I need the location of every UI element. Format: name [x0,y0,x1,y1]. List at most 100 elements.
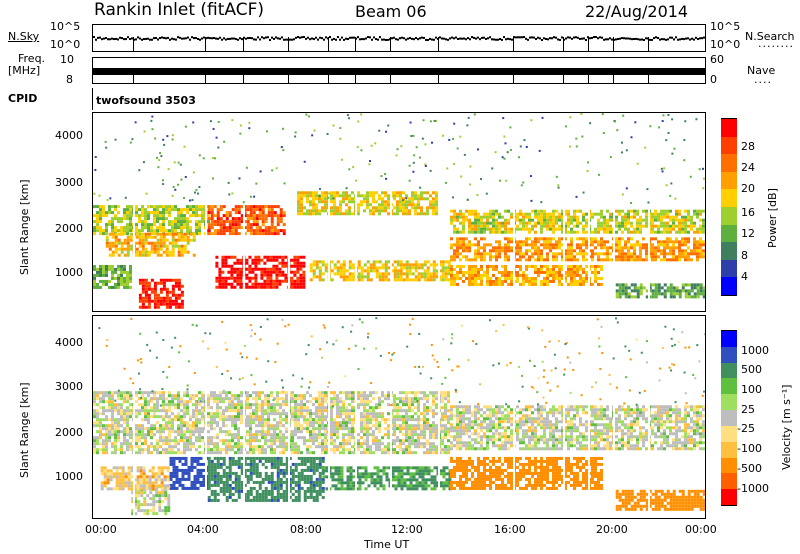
range-cell [321,427,324,431]
range-cell [678,295,682,299]
range-cell [324,445,327,449]
range-cell [357,260,361,264]
range-cell [633,215,636,219]
range-cell [141,403,144,407]
range-cell [159,229,162,233]
range-cell [507,249,510,253]
range-cell [345,448,348,452]
range-cell [567,282,570,286]
range-cell [366,197,369,201]
range-cell [330,260,334,264]
range-cell [240,406,243,410]
range-cell [468,276,471,280]
nave-dip [390,75,391,83]
scatter-cell [494,151,497,154]
range-cell [621,224,624,228]
range-cell [630,243,633,247]
range-cell [540,230,543,234]
range-cell [111,427,114,431]
range-cell [123,211,126,215]
nsky-point [475,37,477,40]
range-cell [153,235,157,239]
range-cell [555,246,558,250]
range-cell [366,191,369,195]
range-cell [333,203,336,207]
range-cell [99,217,102,221]
range-cell [246,226,250,230]
range-cell [138,445,141,449]
scatter-cell [280,146,283,149]
range-cell [263,255,267,259]
range-cell [138,238,142,242]
range-cell [519,227,522,231]
nsky-point [409,37,411,40]
range-cell [266,285,270,289]
scatter-cell [183,145,186,148]
range-cell [105,235,109,239]
range-cell [237,211,241,215]
range-cell [438,260,442,264]
nsky-point [291,38,293,41]
range-cell [333,442,336,446]
range-cell [183,232,187,236]
range-cell [555,227,558,231]
range-cell [123,229,126,233]
range-cell [269,270,273,274]
range-cell [174,418,177,422]
range-cell [342,272,346,276]
scatter-cell [698,168,701,171]
range-cell [141,253,145,257]
range-cell [576,279,579,283]
range-cell [269,285,273,289]
range-cell [282,403,285,407]
range-cell [426,212,429,216]
range-cell [296,279,300,283]
range-cell [123,270,126,274]
range-cell [153,214,156,218]
range-cell [198,220,201,224]
range-cell [174,205,177,209]
range-cell [621,252,624,256]
range-cell [252,223,256,227]
range-cell [159,445,162,449]
range-cell [360,418,363,422]
range-cell [138,409,141,413]
range-cell [213,451,216,455]
range-cell [141,427,144,431]
range-cell [666,221,669,225]
range-cell [222,400,225,404]
range-cell [126,238,130,242]
range-cell [570,246,573,250]
nsky-point [519,36,521,39]
range-cell [180,229,183,233]
range-cell [435,209,438,213]
range-cell [135,442,138,446]
range-cell [342,439,345,443]
range-cell [249,406,252,410]
range-cell [255,439,258,443]
range-cell [366,260,370,264]
range-cell [315,203,318,207]
range-cell [177,415,180,419]
scatter-cell [667,114,670,117]
range-cell [474,267,477,271]
power-cb-label: Power [dB] [766,188,779,248]
range-cell [141,238,145,242]
range-cell [621,289,625,293]
range-cell [582,267,585,271]
range-cell [138,278,142,282]
range-cell [321,209,324,213]
range-cell [177,400,180,404]
scatter-cell [609,156,612,159]
range-cell [321,445,324,449]
range-cell [279,211,283,215]
range-cell [312,433,315,437]
range-cell [230,264,234,268]
range-cell [489,227,492,231]
range-cell [501,279,504,283]
range-cell [381,191,384,195]
range-cell [141,433,144,437]
nsky-point [151,38,153,41]
range-cell [96,267,99,271]
range-cell [576,267,579,271]
